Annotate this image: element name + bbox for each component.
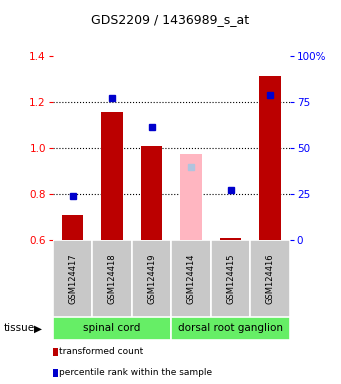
Bar <box>101 112 123 240</box>
Bar <box>141 146 162 240</box>
Text: ▶: ▶ <box>34 323 42 333</box>
Bar <box>259 76 281 240</box>
Text: transformed count: transformed count <box>59 347 144 356</box>
Bar <box>62 215 84 240</box>
Bar <box>180 154 202 240</box>
Text: percentile rank within the sample: percentile rank within the sample <box>59 368 212 377</box>
Text: GSM124416: GSM124416 <box>266 253 275 304</box>
Text: GSM124417: GSM124417 <box>68 253 77 304</box>
Text: GDS2209 / 1436989_s_at: GDS2209 / 1436989_s_at <box>91 13 250 26</box>
Text: dorsal root ganglion: dorsal root ganglion <box>178 323 283 333</box>
Bar <box>211 240 250 317</box>
Bar <box>171 240 211 317</box>
Bar <box>171 317 290 340</box>
Text: GSM124414: GSM124414 <box>187 253 196 304</box>
Bar <box>53 317 171 340</box>
Bar <box>250 240 290 317</box>
Text: GSM124415: GSM124415 <box>226 253 235 304</box>
Bar <box>92 240 132 317</box>
Bar <box>220 238 241 240</box>
Text: spinal cord: spinal cord <box>84 323 141 333</box>
Text: tissue: tissue <box>3 323 34 333</box>
Bar <box>53 240 92 317</box>
Bar <box>132 240 171 317</box>
Text: GSM124418: GSM124418 <box>108 253 117 304</box>
Text: GSM124419: GSM124419 <box>147 253 156 304</box>
